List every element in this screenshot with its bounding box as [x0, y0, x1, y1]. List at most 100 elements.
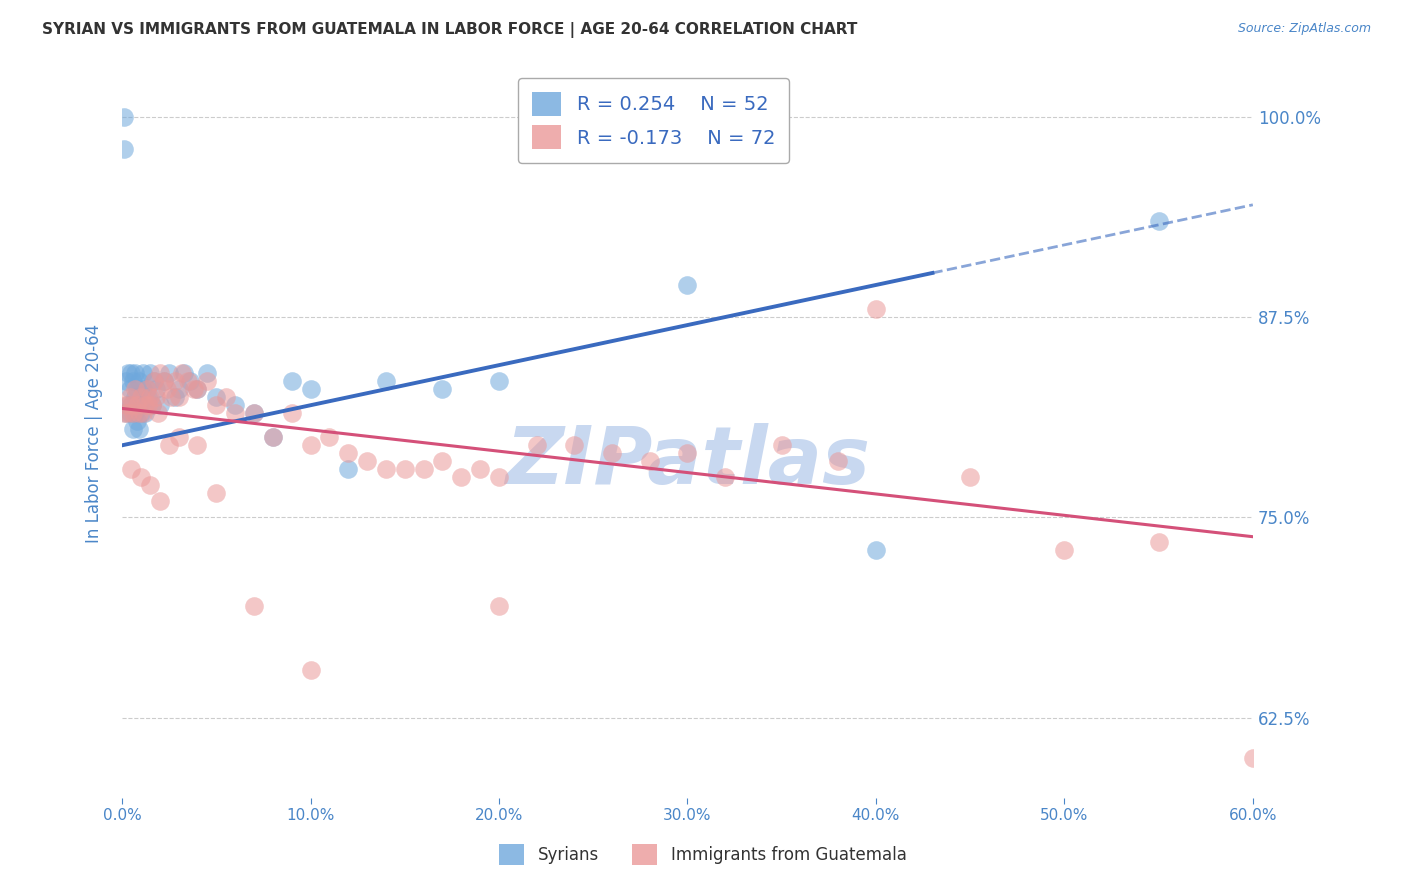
Point [172, 366, 194, 380]
Point [179, 374, 201, 388]
Point [122, 406, 145, 420]
Point [215, 390, 238, 404]
Point [139, 390, 162, 404]
Point [134, 398, 156, 412]
Point [173, 366, 195, 380]
Point [865, 542, 887, 557]
Point [160, 390, 183, 404]
Point [167, 430, 190, 444]
Point [149, 398, 172, 412]
Point [167, 382, 190, 396]
Point [337, 446, 360, 460]
Point [243, 406, 266, 420]
Point [195, 374, 218, 388]
Point [121, 398, 143, 412]
Point [186, 438, 208, 452]
Point [195, 366, 218, 380]
Point [299, 382, 322, 396]
Point [112, 406, 135, 420]
Point [112, 142, 135, 156]
Point [134, 406, 156, 420]
Text: ZIPatlas: ZIPatlas [505, 424, 870, 501]
Point [118, 406, 141, 420]
Point [676, 277, 699, 292]
Point [394, 462, 416, 476]
Point [141, 398, 163, 412]
Point [152, 374, 174, 388]
Point [205, 486, 228, 500]
Point [128, 422, 150, 436]
Point [262, 430, 284, 444]
Point [600, 446, 623, 460]
Point [141, 398, 163, 412]
Point [177, 374, 200, 388]
Point [152, 374, 174, 388]
Point [163, 374, 186, 388]
Point [118, 390, 141, 404]
Point [205, 390, 228, 404]
Point [143, 374, 166, 388]
Point [186, 382, 208, 396]
Point [124, 390, 146, 404]
Point [132, 406, 155, 420]
Point [145, 382, 167, 396]
Point [374, 462, 396, 476]
Point [114, 374, 136, 388]
Point [356, 454, 378, 468]
Point [149, 366, 172, 380]
Point [564, 438, 586, 452]
Point [167, 390, 190, 404]
Point [114, 398, 136, 412]
Point [205, 398, 228, 412]
Point [638, 454, 661, 468]
Point [149, 494, 172, 508]
Point [127, 382, 149, 396]
Point [124, 382, 146, 396]
Point [770, 855, 793, 870]
Text: SYRIAN VS IMMIGRANTS FROM GUATEMALA IN LABOR FORCE | AGE 20-64 CORRELATION CHART: SYRIAN VS IMMIGRANTS FROM GUATEMALA IN L… [42, 22, 858, 38]
Point [121, 462, 143, 476]
Legend: Syrians, Immigrants from Guatemala: Syrians, Immigrants from Guatemala [489, 834, 917, 875]
Point [412, 462, 434, 476]
Point [114, 406, 136, 420]
Point [132, 382, 155, 396]
Point [183, 382, 205, 396]
Point [117, 366, 139, 380]
Point [122, 374, 145, 388]
Point [432, 454, 454, 468]
Point [243, 599, 266, 613]
Point [117, 406, 139, 420]
Point [129, 390, 152, 404]
Point [124, 406, 146, 420]
Point [450, 470, 472, 484]
Point [156, 382, 179, 396]
Point [135, 382, 157, 396]
Text: Source: ZipAtlas.com: Source: ZipAtlas.com [1237, 22, 1371, 36]
Point [127, 398, 149, 412]
Point [432, 382, 454, 396]
Point [186, 382, 208, 396]
Point [121, 366, 143, 380]
Point [676, 446, 699, 460]
Point [224, 406, 246, 420]
Point [1241, 751, 1264, 765]
Point [129, 406, 152, 420]
Point [280, 374, 302, 388]
Point [117, 398, 139, 412]
Point [865, 301, 887, 316]
Point [280, 406, 302, 420]
Point [224, 398, 246, 412]
Point [128, 374, 150, 388]
Point [139, 478, 162, 492]
Point [1147, 214, 1170, 228]
Point [770, 438, 793, 452]
Point [318, 430, 340, 444]
Point [122, 422, 145, 436]
Point [135, 382, 157, 396]
Legend: R = 0.254    N = 52, R = -0.173    N = 72: R = 0.254 N = 52, R = -0.173 N = 72 [519, 78, 789, 162]
Point [488, 599, 510, 613]
Point [163, 390, 186, 404]
Point [124, 366, 146, 380]
Point [488, 470, 510, 484]
Point [468, 462, 491, 476]
